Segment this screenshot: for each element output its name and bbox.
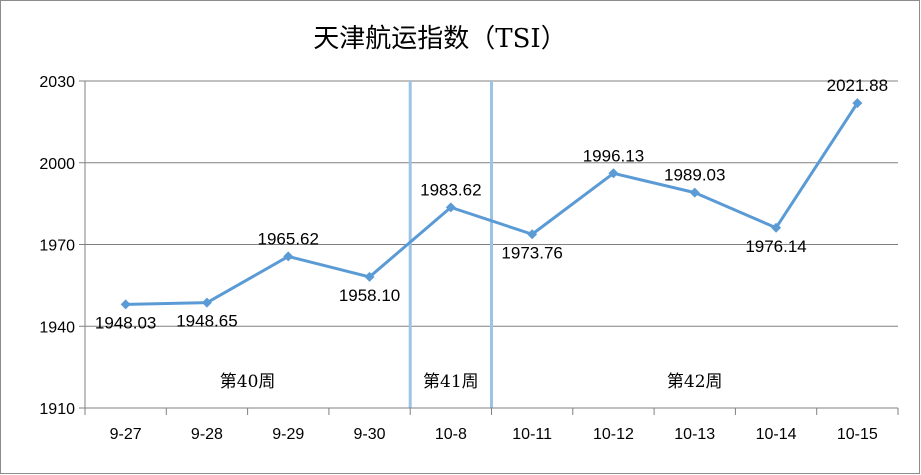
data-point-marker: [445, 202, 456, 213]
data-label: 2021.88: [827, 76, 888, 95]
data-point-marker: [771, 222, 782, 233]
week-label: 第41周: [423, 372, 479, 392]
y-tick-label: 2000: [39, 156, 75, 173]
y-tick-label: 1970: [39, 238, 75, 255]
data-point-marker: [608, 168, 619, 179]
data-label: 1948.65: [176, 312, 237, 331]
x-tick-label: 9-27: [110, 426, 142, 443]
data-label: 1976.14: [745, 237, 806, 256]
series-line: [125, 102, 859, 306]
data-label: 1965.62: [258, 229, 319, 248]
x-tick-label: 10-14: [756, 426, 797, 443]
x-tick-label: 9-29: [272, 426, 304, 443]
x-tick-label: 9-28: [191, 426, 223, 443]
week-label: 第40周: [220, 372, 276, 392]
data-label: 1948.03: [95, 313, 156, 332]
series-layer: [120, 98, 863, 310]
x-tick-label: 10-8: [435, 426, 467, 443]
data-point-marker: [201, 297, 212, 308]
data-point-marker: [120, 299, 131, 310]
data-point-marker: [852, 98, 863, 109]
data-point-marker: [689, 187, 700, 198]
data-label: 1996.13: [583, 146, 644, 165]
y-tick-label: 1910: [39, 401, 75, 418]
week-dividers: [408, 81, 493, 408]
data-label: 1973.76: [501, 243, 562, 262]
data-label: 1958.10: [339, 286, 400, 305]
x-tick-label: 10-15: [837, 426, 878, 443]
labels-layer: 第40周 第41周 第42周 1948.03 1948.65 1965.62 1958.10…: [95, 76, 888, 392]
data-point-marker: [283, 251, 294, 262]
data-label: 1983.62: [420, 180, 481, 199]
y-tick-label: 1940: [39, 319, 75, 336]
week-label: 第42周: [667, 372, 723, 392]
x-tick-label: 10-13: [674, 426, 715, 443]
axes: 1910 1940 1970 2000 2030 9-27 9-28 9-29 9-30 10-8…: [39, 74, 899, 443]
data-label: 1989.03: [664, 166, 725, 185]
data-point-marker: [527, 229, 538, 240]
data-point-marker: [364, 271, 375, 282]
x-tick-label: 9-30: [354, 426, 386, 443]
y-tick-label: 2030: [39, 74, 75, 91]
x-tick-label: 10-12: [593, 426, 634, 443]
x-tick-label: 10-11: [512, 426, 552, 443]
chart-title: 天津航运指数（TSI）: [313, 24, 566, 54]
